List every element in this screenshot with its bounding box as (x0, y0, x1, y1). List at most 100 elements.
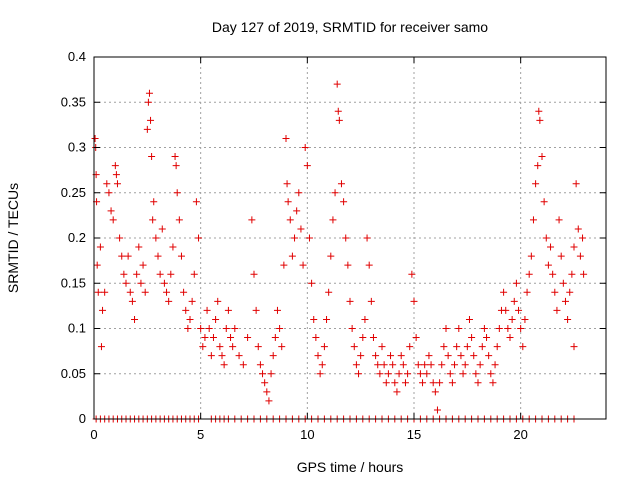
data-point (288, 252, 296, 260)
data-point (574, 225, 582, 233)
data-point (101, 288, 109, 296)
data-point (399, 361, 407, 369)
data-point (320, 343, 328, 351)
data-point (154, 252, 162, 260)
data-point (214, 297, 222, 305)
data-point (397, 352, 405, 360)
data-point (329, 216, 337, 224)
data-point (116, 234, 124, 242)
data-point (301, 144, 309, 151)
data-point (126, 288, 134, 296)
data-point (384, 370, 392, 378)
data-point (457, 352, 465, 360)
data-point (510, 297, 518, 305)
data-point (342, 234, 350, 242)
data-point (436, 379, 444, 387)
data-point (487, 370, 495, 378)
data-point (276, 325, 284, 332)
data-point (229, 343, 237, 351)
data-point (120, 270, 128, 278)
data-point (367, 297, 375, 305)
data-point (350, 343, 358, 351)
data-point (389, 361, 397, 369)
data-point (291, 234, 299, 242)
y-tick-label: 0 (79, 411, 86, 426)
data-point (148, 153, 156, 161)
data-point (331, 189, 339, 197)
data-point (540, 198, 548, 206)
data-point (150, 198, 158, 206)
data-point (444, 352, 452, 360)
x-tick-label: 10 (300, 427, 314, 442)
data-point (113, 180, 121, 188)
data-point (169, 243, 177, 251)
data-point (107, 207, 115, 215)
data-point (316, 370, 324, 378)
data-point (207, 352, 215, 360)
data-point (421, 361, 429, 369)
data-point (391, 379, 399, 387)
data-point (152, 234, 160, 242)
data-point (122, 279, 130, 287)
data-point (474, 379, 482, 387)
data-point (414, 361, 422, 369)
data-point (459, 370, 467, 378)
data-point (344, 261, 352, 269)
data-point (555, 216, 563, 224)
data-point (579, 234, 587, 242)
data-point (404, 370, 412, 378)
data-point (376, 370, 384, 378)
data-point (527, 252, 535, 260)
data-point (135, 243, 143, 251)
data-point (468, 334, 476, 342)
data-point (308, 279, 316, 287)
data-point (551, 288, 559, 296)
data-point (472, 370, 480, 378)
data-point (111, 162, 119, 170)
data-point (139, 261, 147, 269)
data-point (525, 270, 533, 278)
data-point (372, 352, 380, 360)
data-point (480, 325, 488, 332)
data-point (305, 234, 313, 242)
data-point (109, 216, 117, 224)
data-point (293, 207, 301, 215)
data-point (363, 234, 371, 242)
x-axis-label: GPS time / hours (297, 459, 404, 475)
data-point (535, 107, 543, 115)
data-point (502, 306, 510, 314)
data-point (576, 252, 584, 260)
data-point (425, 352, 433, 360)
data-point (570, 243, 578, 251)
y-axis-label: SRMTID / TECUs (5, 183, 21, 293)
data-point (124, 252, 132, 260)
data-point (410, 297, 418, 305)
data-point (357, 352, 365, 360)
data-point (346, 297, 354, 305)
data-point (173, 189, 181, 197)
data-point (299, 261, 307, 269)
y-tick-label: 0.35 (61, 94, 86, 109)
data-point (295, 189, 303, 197)
data-point (218, 352, 226, 360)
data-point (131, 315, 139, 323)
data-point (177, 252, 185, 260)
data-point (340, 198, 348, 206)
data-point (284, 198, 292, 206)
data-point (419, 379, 427, 387)
data-point (559, 279, 567, 287)
data-point (508, 315, 516, 323)
data-point (532, 180, 540, 188)
data-point (314, 352, 322, 360)
data-point (286, 216, 294, 224)
y-tick-label: 0.2 (68, 230, 86, 245)
data-point (269, 352, 277, 360)
data-point (401, 379, 409, 387)
data-point (250, 270, 258, 278)
data-point (561, 297, 569, 305)
data-point (212, 315, 220, 323)
data-point (380, 361, 388, 369)
data-point (412, 334, 420, 342)
x-tick-label: 20 (513, 427, 527, 442)
